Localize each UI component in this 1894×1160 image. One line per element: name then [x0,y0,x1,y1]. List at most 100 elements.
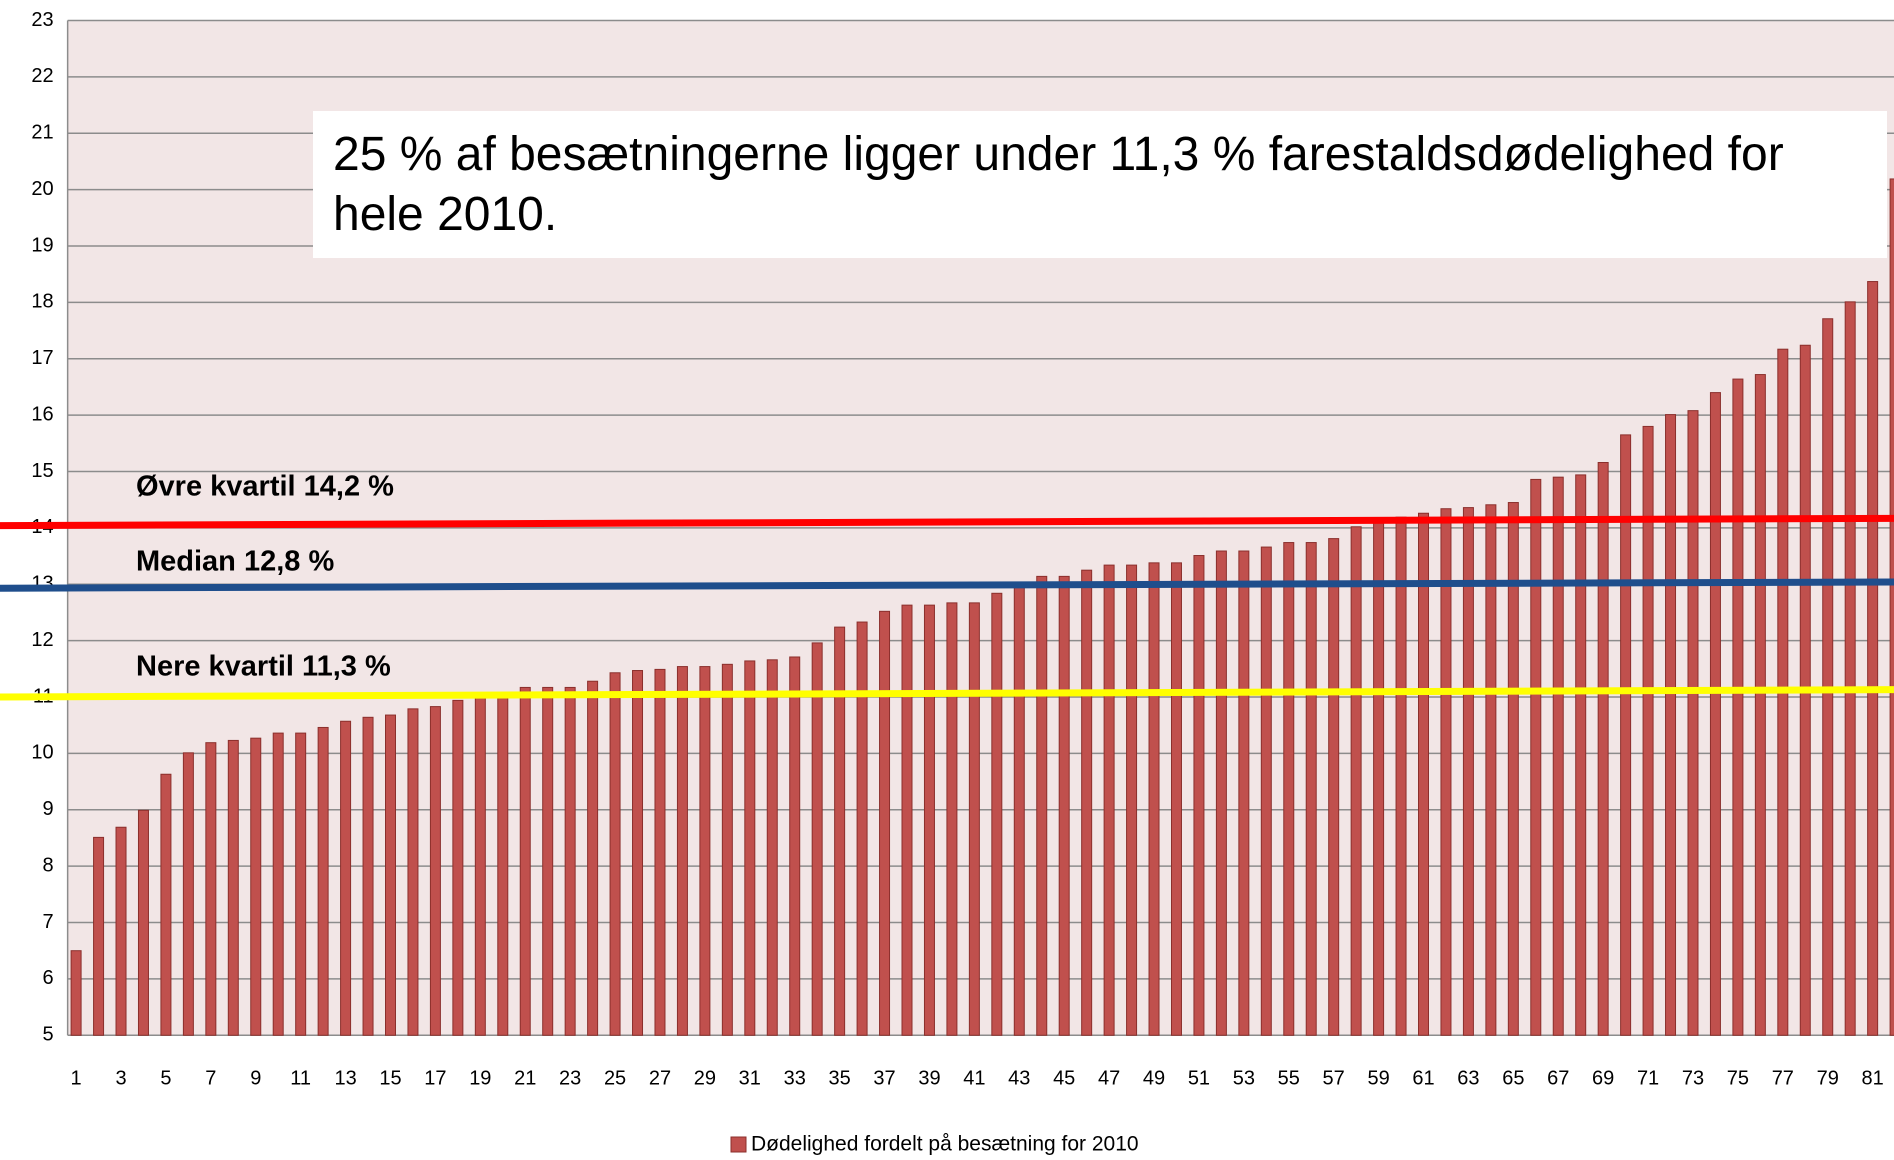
bar [227,739,239,1036]
bar [205,742,217,1036]
x-tick-label: 51 [1188,1067,1210,1089]
bar [340,720,352,1036]
bar [564,686,576,1036]
reference-line [0,578,1894,592]
bar [946,602,958,1036]
x-tick-label: 13 [334,1067,356,1089]
bar [1238,550,1250,1036]
bar [1867,281,1879,1036]
bar [856,621,868,1036]
bar [1844,301,1856,1036]
bar [923,604,935,1036]
bar [901,604,913,1036]
bar [1373,518,1385,1036]
bar [632,670,644,1036]
bar [1350,526,1362,1036]
bar [1687,410,1699,1036]
bar [879,610,891,1036]
y-tick-label: 16 [31,403,53,425]
bar [384,714,396,1036]
y-tick-label: 9 [43,798,54,820]
bar [1193,555,1205,1036]
x-tick-label: 37 [873,1067,895,1089]
x-tick-label: 61 [1412,1067,1434,1089]
y-tick-label: 22 [31,65,53,87]
bar [1013,584,1025,1036]
bar [1170,562,1182,1036]
bar [1530,478,1542,1036]
bar [70,950,82,1036]
bar [744,660,756,1036]
x-tick-label: 45 [1053,1067,1075,1089]
bar [968,602,980,1036]
bar [137,809,149,1036]
bar [93,836,105,1036]
bar [1485,504,1497,1036]
reference-line [0,686,1894,701]
bar [1283,542,1295,1036]
bar [587,680,599,1036]
bar [1103,564,1115,1036]
bar [1462,507,1474,1036]
bar [1215,550,1227,1036]
bar [1889,178,1894,1036]
bar [1552,476,1564,1036]
x-tick-label: 53 [1233,1067,1255,1089]
x-tick-label: 3 [115,1067,126,1089]
x-tick-label: 33 [784,1067,806,1089]
reference-label: Øvre kvartil 14,2 % [136,471,394,503]
reference-label: Nere kvartil 11,3 % [136,651,391,683]
x-tick-label: 35 [829,1067,851,1089]
bar [295,732,307,1036]
legend-swatch [730,1136,747,1153]
bar [1036,575,1048,1036]
bar [429,706,441,1036]
bar [1440,508,1452,1036]
bar [362,716,374,1036]
x-tick-label: 47 [1098,1067,1120,1089]
y-tick-label: 6 [43,967,54,989]
bar [1058,575,1070,1036]
bar [721,663,733,1036]
x-tick-label: 15 [379,1067,401,1089]
x-tick-label: 63 [1457,1067,1479,1089]
bar [1260,546,1272,1036]
bar [811,642,823,1036]
bar [1732,378,1744,1036]
bar [542,686,554,1036]
bar [699,666,711,1036]
x-tick-label: 5 [160,1067,171,1089]
x-tick-label: 11 [290,1067,311,1089]
bar [1665,414,1677,1036]
reference-line [0,514,1894,530]
x-tick-label: 19 [469,1067,491,1089]
y-tick-label: 17 [31,347,53,369]
bar [834,626,846,1036]
x-tick-label: 17 [424,1067,446,1089]
bar [1418,512,1430,1036]
bar [1822,318,1834,1036]
bar [1305,542,1317,1036]
bar [654,668,666,1036]
bar [1575,474,1587,1036]
x-tick-label: 27 [649,1067,671,1089]
y-tick-label: 19 [31,234,53,256]
x-tick-label: 41 [963,1067,985,1089]
y-tick-label: 7 [43,911,54,933]
bar [1081,569,1093,1036]
x-tick-label: 57 [1323,1067,1345,1089]
x-tick-label: 71 [1637,1067,1659,1089]
bar [991,592,1003,1036]
bar [272,732,284,1036]
x-tick-label: 77 [1772,1067,1794,1089]
bar [497,693,509,1036]
bar [407,708,419,1036]
bar [1395,516,1407,1036]
x-tick-label: 7 [205,1067,216,1089]
bar [1642,425,1654,1036]
x-tick-label: 69 [1592,1067,1614,1089]
bar [474,693,486,1036]
reference-label: Median 12,8 % [136,546,334,578]
bar [1620,434,1632,1036]
